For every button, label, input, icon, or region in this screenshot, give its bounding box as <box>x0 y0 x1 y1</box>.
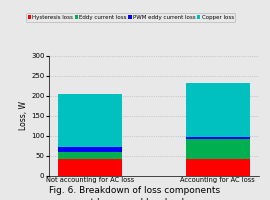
Text: Fig. 6. Breakdown of loss components: Fig. 6. Breakdown of loss components <box>49 186 221 195</box>
Legend: Hysteresis loss, Eddy current loss, PWM eddy current loss, Copper loss: Hysteresis loss, Eddy current loss, PWM … <box>26 13 235 22</box>
Bar <box>58 94 122 147</box>
Text: at low-speed low-load: at low-speed low-load <box>85 198 185 200</box>
Y-axis label: Loss, W: Loss, W <box>19 102 28 130</box>
Bar <box>58 159 122 176</box>
Bar <box>186 83 250 137</box>
Bar <box>58 147 122 152</box>
Bar <box>58 152 122 159</box>
Bar <box>186 159 250 176</box>
Bar <box>186 137 250 139</box>
Bar <box>186 139 250 159</box>
